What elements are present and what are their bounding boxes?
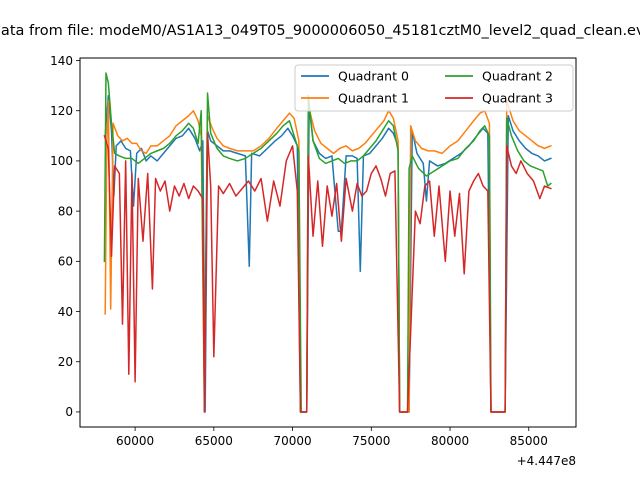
x-tick-label: 85000 [510,434,548,448]
x-tick-label: 65000 [195,434,233,448]
y-tick-label: 40 [58,305,73,319]
y-tick-label: 20 [58,355,73,369]
y-tick-label: 0 [65,405,73,419]
chart-title: Data from file: modeM0/AS1A13_049T05_900… [0,23,640,39]
series-line-quadrant-3 [103,132,552,413]
x-tick-label: 80000 [431,434,469,448]
legend-label-quadrant-2: Quadrant 2 [482,69,553,84]
x-axis-offset-label: +4.447e8 [517,454,576,468]
x-axis: 60000 65000 70000 75000 80000 85000 [116,427,548,448]
y-axis: 0 20 40 60 80 100 120 140 [50,54,80,419]
series-layer [103,72,552,413]
legend-box [294,64,574,112]
y-tick-label: 100 [50,154,73,168]
plot-area-frame [79,57,577,428]
legend-label-quadrant-3: Quadrant 3 [482,91,553,106]
series-line-quadrant-1 [104,99,552,413]
legend: Quadrant 0 Quadrant 1 Quadrant 2 Quadrant 3 [294,64,574,112]
legend-label-quadrant-1: Quadrant 1 [338,91,409,106]
y-tick-label: 80 [58,204,73,218]
x-tick-label: 75000 [352,434,390,448]
legend-label-quadrant-0: Quadrant 0 [338,69,409,84]
x-tick-label: 70000 [273,434,311,448]
y-tick-label: 140 [50,54,73,68]
y-tick-label: 60 [58,255,73,269]
series-line-quadrant-0 [104,94,552,413]
y-tick-label: 120 [50,104,73,118]
series-line-quadrant-2 [103,72,552,413]
x-tick-label: 60000 [116,434,154,448]
